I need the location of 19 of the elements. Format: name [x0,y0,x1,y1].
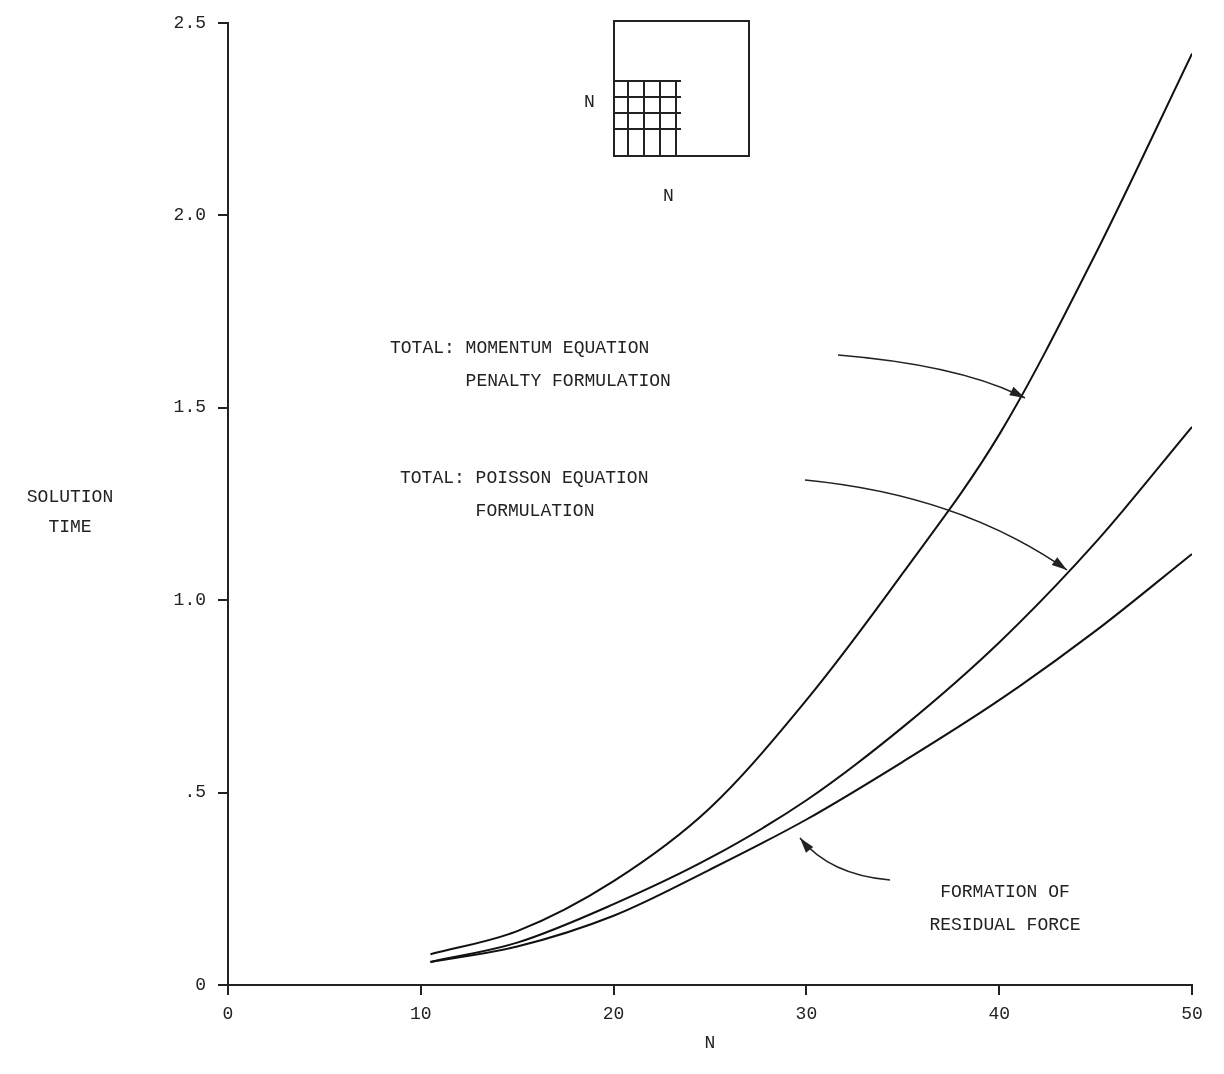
annotation: TOTAL: POISSON EQUATION FORMULATION [400,467,649,523]
x-tick-label: 10 [410,1003,432,1024]
x-tick-label: 50 [1181,1003,1203,1024]
annotation: FORMATION OF RESIDUAL FORCE [929,881,1081,937]
y-tick-label: 1.0 [173,589,206,610]
y-tick-label: 1.5 [173,397,206,418]
x-tick-label: 20 [602,1003,625,1024]
annotation: N [584,91,595,114]
y-tick-label: 2.5 [173,12,206,33]
x-tick-label: 30 [795,1003,818,1024]
x-tick-label: 0 [222,1003,234,1024]
annotation: N [663,185,674,208]
x-axis-title: N [704,1032,716,1053]
x-tick-label: 40 [988,1003,1010,1024]
y-tick-label: 0 [195,974,206,995]
annotation: TOTAL: MOMENTUM EQUATION PENALTY FORMULATION [390,337,671,393]
y-tick-label: 2.0 [173,205,206,226]
y-tick-label: .5 [184,782,206,803]
y-axis-title: SOLUTION TIME [26,486,114,537]
